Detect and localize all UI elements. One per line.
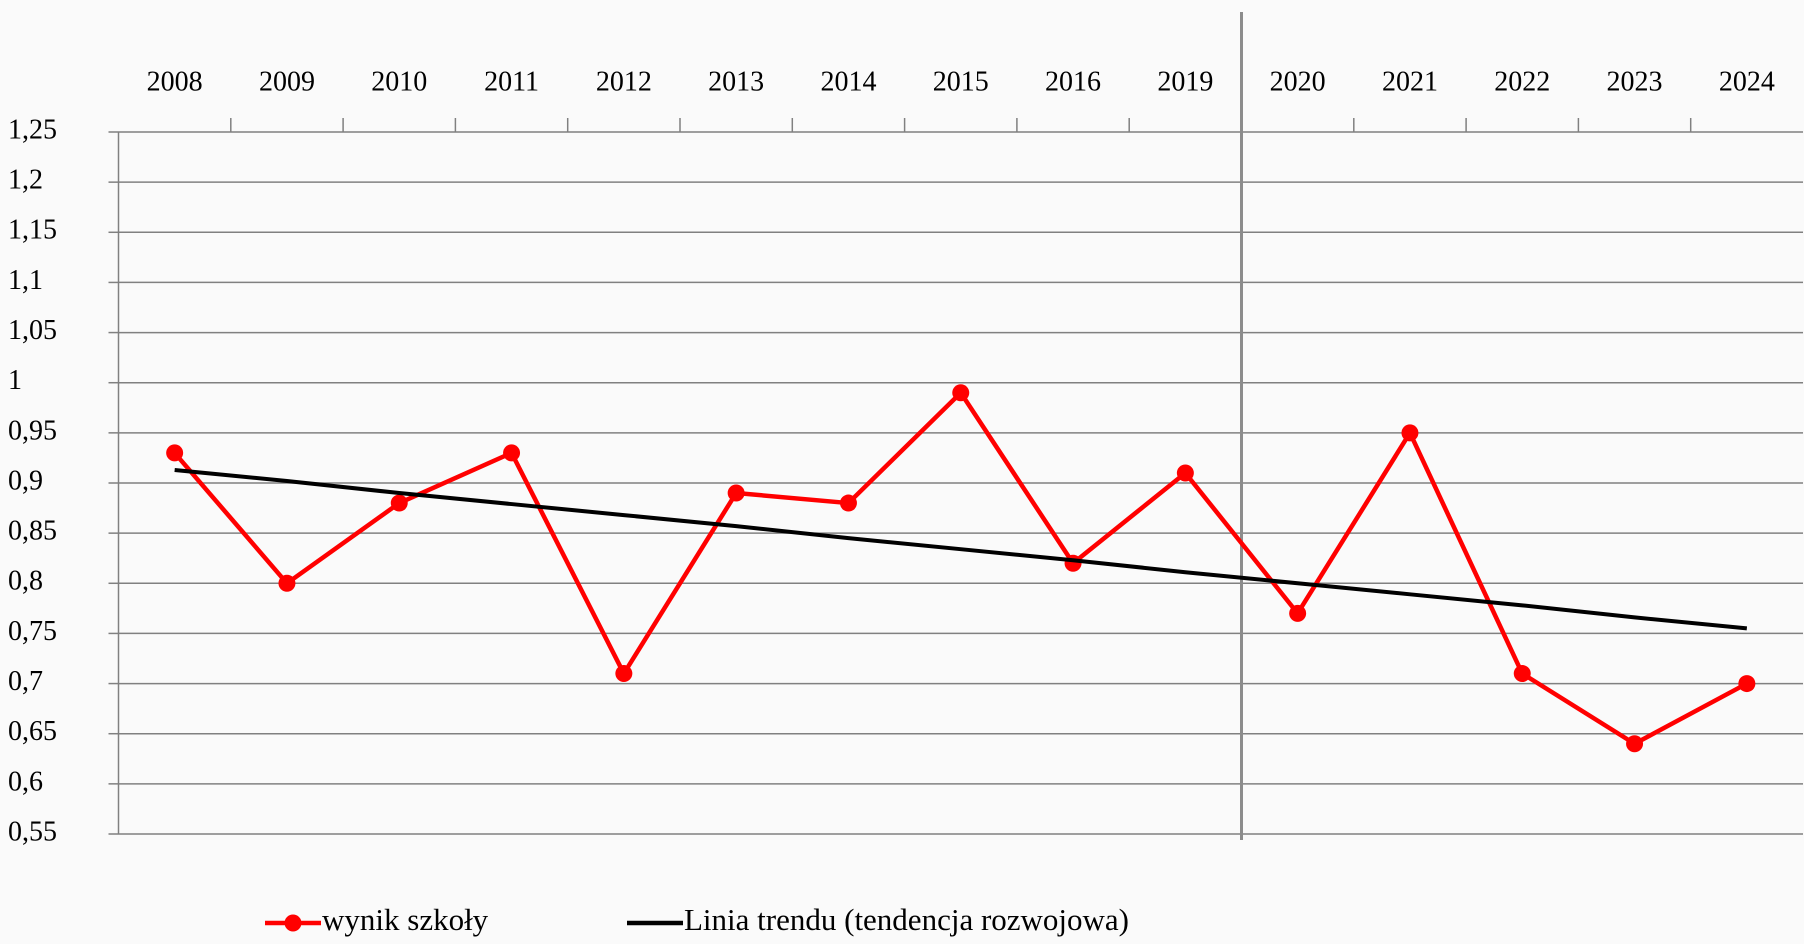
point xyxy=(727,484,745,502)
point xyxy=(503,444,521,462)
y-tick-label: 1,2 xyxy=(8,165,43,196)
point xyxy=(1176,464,1194,482)
x-tick-label: 2016 xyxy=(1045,66,1101,97)
point xyxy=(1401,424,1419,442)
x-tick-label: 2011 xyxy=(484,66,539,97)
y-tick-label: 0,9 xyxy=(8,465,43,496)
y-tick-label: 0,85 xyxy=(8,516,57,547)
point xyxy=(278,574,296,592)
x-tick-label: 2024 xyxy=(1719,66,1775,97)
x-tick-label: 2020 xyxy=(1270,66,1326,97)
y-tick-label: 0,7 xyxy=(8,666,43,697)
point xyxy=(390,494,408,512)
y-tick-label: 1,15 xyxy=(8,215,57,246)
x-tick-label: 2021 xyxy=(1382,66,1438,97)
point xyxy=(615,665,633,683)
x-tick-label: 2014 xyxy=(820,66,876,97)
x-tick-label: 2009 xyxy=(259,66,315,97)
point xyxy=(839,494,857,512)
x-tick-label: 2022 xyxy=(1494,66,1550,97)
legend-label: wynik szkoły xyxy=(322,902,489,937)
x-tick-label: 2015 xyxy=(933,66,989,97)
y-tick-label: 0,65 xyxy=(8,716,57,747)
y-tick-label: 0,8 xyxy=(8,566,43,597)
series-line xyxy=(174,467,1748,631)
point xyxy=(166,444,184,462)
y-tick-label: 1,25 xyxy=(8,114,57,145)
x-tick-label: 2008 xyxy=(147,66,203,97)
point xyxy=(1626,735,1644,753)
x-tick-label: 2023 xyxy=(1607,66,1663,97)
point xyxy=(1289,604,1307,622)
point xyxy=(1064,554,1082,572)
point xyxy=(952,384,970,402)
x-tick-label: 2019 xyxy=(1157,66,1213,97)
y-tick-label: 1 xyxy=(8,365,22,396)
y-tick-label: 0,6 xyxy=(8,766,43,797)
point xyxy=(1738,675,1756,693)
y-tick-label: 1,05 xyxy=(8,315,57,346)
y-tick-label: 1,1 xyxy=(8,265,43,296)
x-tick-label: 2013 xyxy=(708,66,764,97)
y-tick-label: 0,75 xyxy=(8,616,57,647)
x-tick-label: 2010 xyxy=(371,66,427,97)
x-tick-label: 2012 xyxy=(596,66,652,97)
point xyxy=(1513,665,1531,683)
y-tick-label: 0,95 xyxy=(8,415,57,446)
y-tick-label: 0,55 xyxy=(8,816,57,847)
legend-label: Linia trendu (tendencja rozwojowa) xyxy=(684,902,1129,937)
legend-marker xyxy=(284,914,302,932)
